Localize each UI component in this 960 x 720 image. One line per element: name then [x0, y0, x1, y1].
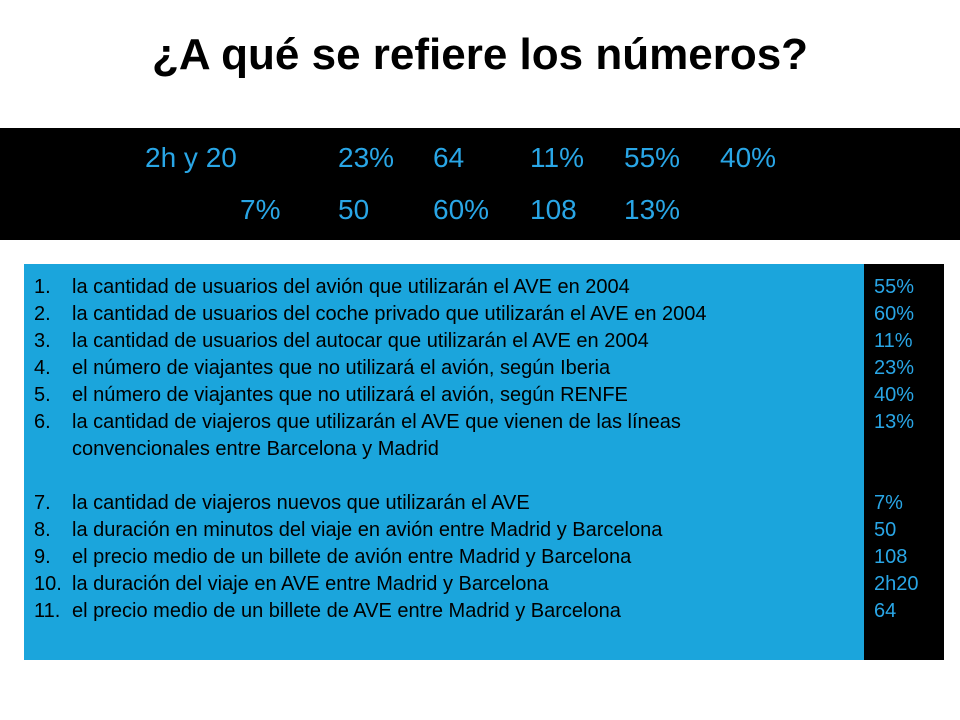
item-text: el precio medio de un billete de avión e…: [72, 546, 632, 568]
answers-column: 55% 60% 11% 23% 40% 13% 7% 50 108 2h20 6…: [864, 264, 944, 660]
number-cell: 55%: [624, 142, 681, 173]
answer-value: 11%: [874, 330, 913, 352]
number-cell: 64: [433, 142, 465, 173]
item-text: la cantidad de usuarios del coche privad…: [72, 303, 707, 325]
number-cell: 40%: [720, 142, 777, 173]
number-cell: 50: [338, 194, 370, 225]
numbers-band: 2h y 20 23% 64 11% 55% 40% 7% 50 60% 108…: [0, 128, 960, 240]
item-text: la duración en minutos del viaje en avió…: [72, 519, 663, 541]
item-text: el precio medio de un billete de AVE ent…: [72, 600, 621, 622]
item-number: 11.: [34, 600, 61, 622]
item-number: 7.: [34, 492, 51, 514]
answer-value: 40%: [874, 384, 915, 406]
item-number: 8.: [34, 519, 51, 541]
answer-value: 13%: [874, 411, 915, 433]
answer-value: 64: [874, 600, 897, 622]
answer-value: 2h20: [874, 573, 919, 595]
number-cell: 2h y 20: [145, 142, 237, 173]
item-text: la duración del viaje en AVE entre Madri…: [72, 573, 549, 595]
item-number: 10.: [34, 573, 62, 595]
answer-value: 60%: [874, 303, 915, 325]
item-number: 5.: [34, 384, 51, 406]
answer-value: 108: [874, 546, 908, 568]
number-cell: 60%: [433, 194, 490, 225]
answer-value: 7%: [874, 492, 903, 514]
item-text: la cantidad de viajeros nuevos que utili…: [72, 492, 530, 514]
number-cell: 7%: [240, 194, 281, 225]
item-text: la cantidad de usuarios del autocar que …: [72, 330, 649, 352]
answer-value: 55%: [874, 276, 915, 298]
number-cell: 23%: [338, 142, 395, 173]
answer-value: 50: [874, 519, 897, 541]
number-cell: 13%: [624, 194, 681, 225]
item-number: 6.: [34, 411, 51, 433]
item-number: 3.: [34, 330, 51, 352]
item-text: la cantidad de usuarios del avión que ut…: [72, 276, 630, 298]
number-cell: 11%: [530, 142, 584, 173]
questions-panel: 1. la cantidad de usuarios del avión que…: [24, 264, 864, 660]
item-text: la cantidad de viajeros que utilizarán e…: [72, 411, 681, 460]
number-cell: 108: [530, 194, 577, 225]
item-number: 2.: [34, 303, 51, 325]
item-text: el número de viajantes que no utilizará …: [72, 384, 628, 406]
item-number: 1.: [34, 276, 51, 298]
item-number: 4.: [34, 357, 51, 379]
slide-title: ¿A qué se refiere los números?: [151, 30, 809, 79]
item-number: 9.: [34, 546, 51, 568]
item-text: el número de viajantes que no utilizará …: [72, 357, 611, 379]
answer-value: 23%: [874, 357, 915, 379]
